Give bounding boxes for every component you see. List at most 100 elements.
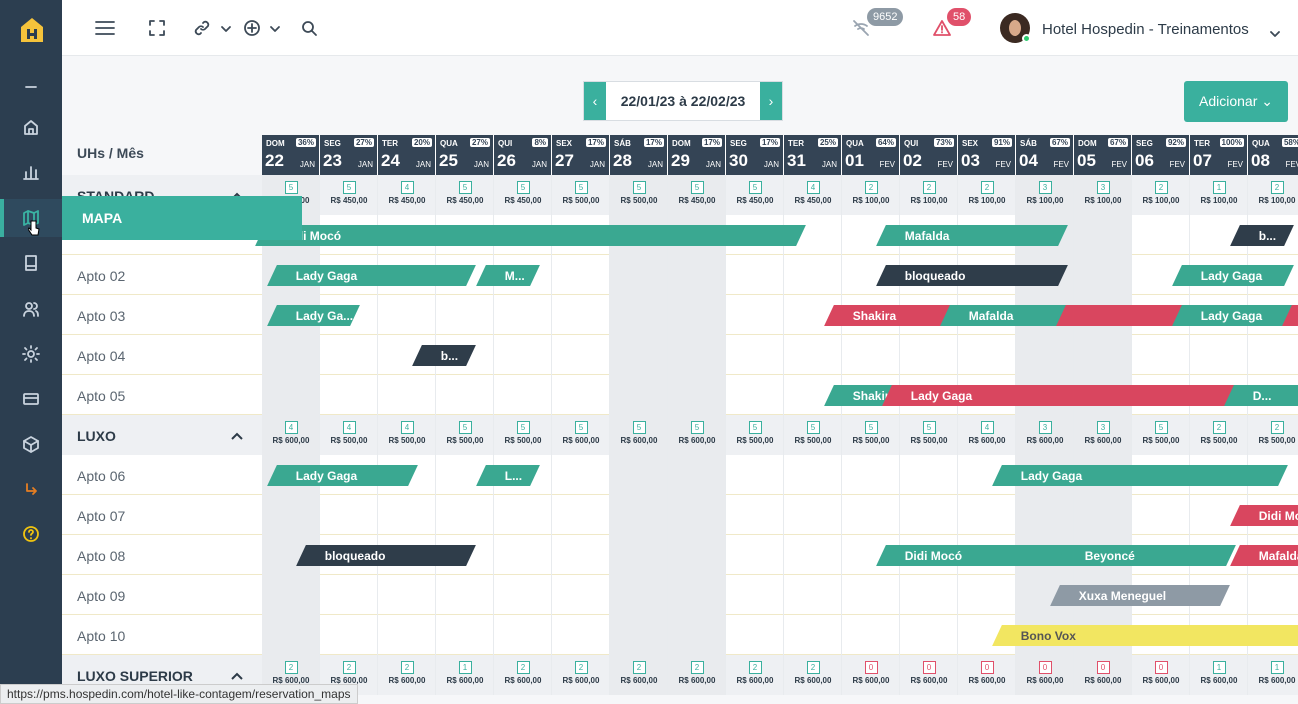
room-cell[interactable]	[552, 575, 610, 615]
room-cell[interactable]	[552, 255, 610, 295]
room-cell[interactable]	[378, 455, 436, 495]
day-header[interactable]: DOM 67% 05 FEV	[1074, 135, 1132, 175]
room-cell[interactable]	[668, 455, 726, 495]
room-cell[interactable]	[842, 575, 900, 615]
menu-icon[interactable]	[95, 18, 115, 38]
room-cell[interactable]	[668, 255, 726, 295]
room-cell[interactable]	[726, 255, 784, 295]
reservation-bar[interactable]: bloqueado	[876, 265, 1068, 286]
hotel-name[interactable]: Hotel Hospedin - Treinamentos	[1042, 21, 1249, 38]
add-circle-icon[interactable]	[243, 18, 261, 38]
sun-icon[interactable]	[0, 335, 62, 373]
reservation-bar[interactable]: Mafalda	[939, 305, 1074, 326]
reservation-bar[interactable]: Didi Mocó	[255, 225, 807, 246]
room-cell[interactable]	[494, 575, 552, 615]
room-cell[interactable]	[494, 255, 552, 295]
room-cell[interactable]	[436, 295, 494, 335]
room-cell[interactable]	[1074, 255, 1132, 295]
reservation-bar[interactable]: Lady Gaga	[992, 465, 1288, 486]
room-cell[interactable]	[784, 215, 842, 255]
day-header[interactable]: QUI 8% 26 JAN	[494, 135, 552, 175]
reservation-bar[interactable]: Mafalda	[1229, 545, 1298, 566]
room-cell[interactable]	[784, 615, 842, 655]
users-icon[interactable]	[0, 290, 62, 328]
room-cell[interactable]	[552, 535, 610, 575]
reservation-bar[interactable]: Lady Gaga	[267, 465, 418, 486]
room-cell[interactable]	[320, 575, 378, 615]
room-cell[interactable]	[494, 375, 552, 415]
room-cell[interactable]	[378, 295, 436, 335]
room-cell[interactable]	[842, 615, 900, 655]
collapse-icon[interactable]	[0, 68, 62, 106]
day-header[interactable]: SEG 92% 06 FEV	[1132, 135, 1190, 175]
logout-icon[interactable]	[0, 471, 62, 509]
link-icon[interactable]	[193, 18, 211, 38]
room-cell[interactable]	[610, 295, 668, 335]
box-icon[interactable]	[0, 425, 62, 463]
room-cell[interactable]	[668, 295, 726, 335]
chevron-down-icon[interactable]	[1269, 24, 1281, 44]
day-header[interactable]: SEX 17% 27 JAN	[552, 135, 610, 175]
reservation-bar[interactable]: Beyoncé	[1055, 545, 1236, 566]
room-cell[interactable]	[610, 495, 668, 535]
room-cell[interactable]	[552, 335, 610, 375]
room-cell[interactable]	[378, 375, 436, 415]
room-cell[interactable]	[1132, 335, 1190, 375]
room-cell[interactable]	[610, 615, 668, 655]
reservation-bar[interactable]: Lady Gaga	[1171, 265, 1294, 286]
room-cell[interactable]	[958, 575, 1016, 615]
room-cell[interactable]	[552, 495, 610, 535]
room-cell[interactable]	[784, 335, 842, 375]
room-cell[interactable]	[262, 335, 320, 375]
room-cell[interactable]	[726, 375, 784, 415]
room-cell[interactable]	[1248, 335, 1298, 375]
room-cell[interactable]	[958, 495, 1016, 535]
day-header[interactable]: TER 20% 24 JAN	[378, 135, 436, 175]
room-cell[interactable]	[1074, 495, 1132, 535]
reservation-bar[interactable]: Bono Vox	[992, 625, 1298, 646]
category-label[interactable]: LUXO	[77, 428, 116, 444]
room-cell[interactable]	[842, 455, 900, 495]
search-icon[interactable]	[300, 18, 318, 38]
room-cell[interactable]	[900, 575, 958, 615]
room-cell[interactable]	[320, 375, 378, 415]
room-cell[interactable]	[958, 335, 1016, 375]
day-header[interactable]: DOM 17% 29 JAN	[668, 135, 726, 175]
chart-icon[interactable]	[0, 153, 62, 191]
chevron-down-icon[interactable]	[220, 19, 232, 39]
room-cell[interactable]	[784, 535, 842, 575]
alert-icon[interactable]	[933, 18, 951, 38]
room-cell[interactable]	[1132, 215, 1190, 255]
room-cell[interactable]	[726, 535, 784, 575]
room-cell[interactable]	[1132, 495, 1190, 535]
add-button[interactable]: Adicionar ⌄	[1184, 81, 1288, 122]
room-cell[interactable]	[726, 455, 784, 495]
room-cell[interactable]	[842, 335, 900, 375]
reservation-bar[interactable]	[1055, 305, 1190, 326]
room-cell[interactable]	[436, 495, 494, 535]
reservation-bar[interactable]: L...	[475, 465, 540, 486]
room-cell[interactable]	[668, 575, 726, 615]
room-cell[interactable]	[436, 615, 494, 655]
category-label[interactable]: LUXO SUPERIOR	[77, 668, 193, 684]
room-cell[interactable]	[784, 575, 842, 615]
room-cell[interactable]	[436, 575, 494, 615]
reservation-bar[interactable]: M...	[475, 265, 540, 286]
room-cell[interactable]	[610, 575, 668, 615]
room-cell[interactable]	[668, 495, 726, 535]
room-cell[interactable]	[668, 335, 726, 375]
room-cell[interactable]	[320, 335, 378, 375]
reservation-bar[interactable]: b...	[1229, 225, 1294, 246]
room-cell[interactable]	[262, 495, 320, 535]
room-cell[interactable]	[320, 495, 378, 535]
reservation-bar[interactable]: Lady Gaga	[1171, 305, 1294, 326]
room-cell[interactable]	[320, 295, 378, 335]
room-cell[interactable]	[1248, 575, 1298, 615]
room-cell[interactable]	[262, 375, 320, 415]
day-header[interactable]: QUA 27% 25 JAN	[436, 135, 494, 175]
room-cell[interactable]	[1190, 575, 1248, 615]
room-cell[interactable]	[900, 495, 958, 535]
room-cell[interactable]	[436, 375, 494, 415]
day-header[interactable]: SEG 27% 23 JAN	[320, 135, 378, 175]
room-cell[interactable]	[610, 335, 668, 375]
